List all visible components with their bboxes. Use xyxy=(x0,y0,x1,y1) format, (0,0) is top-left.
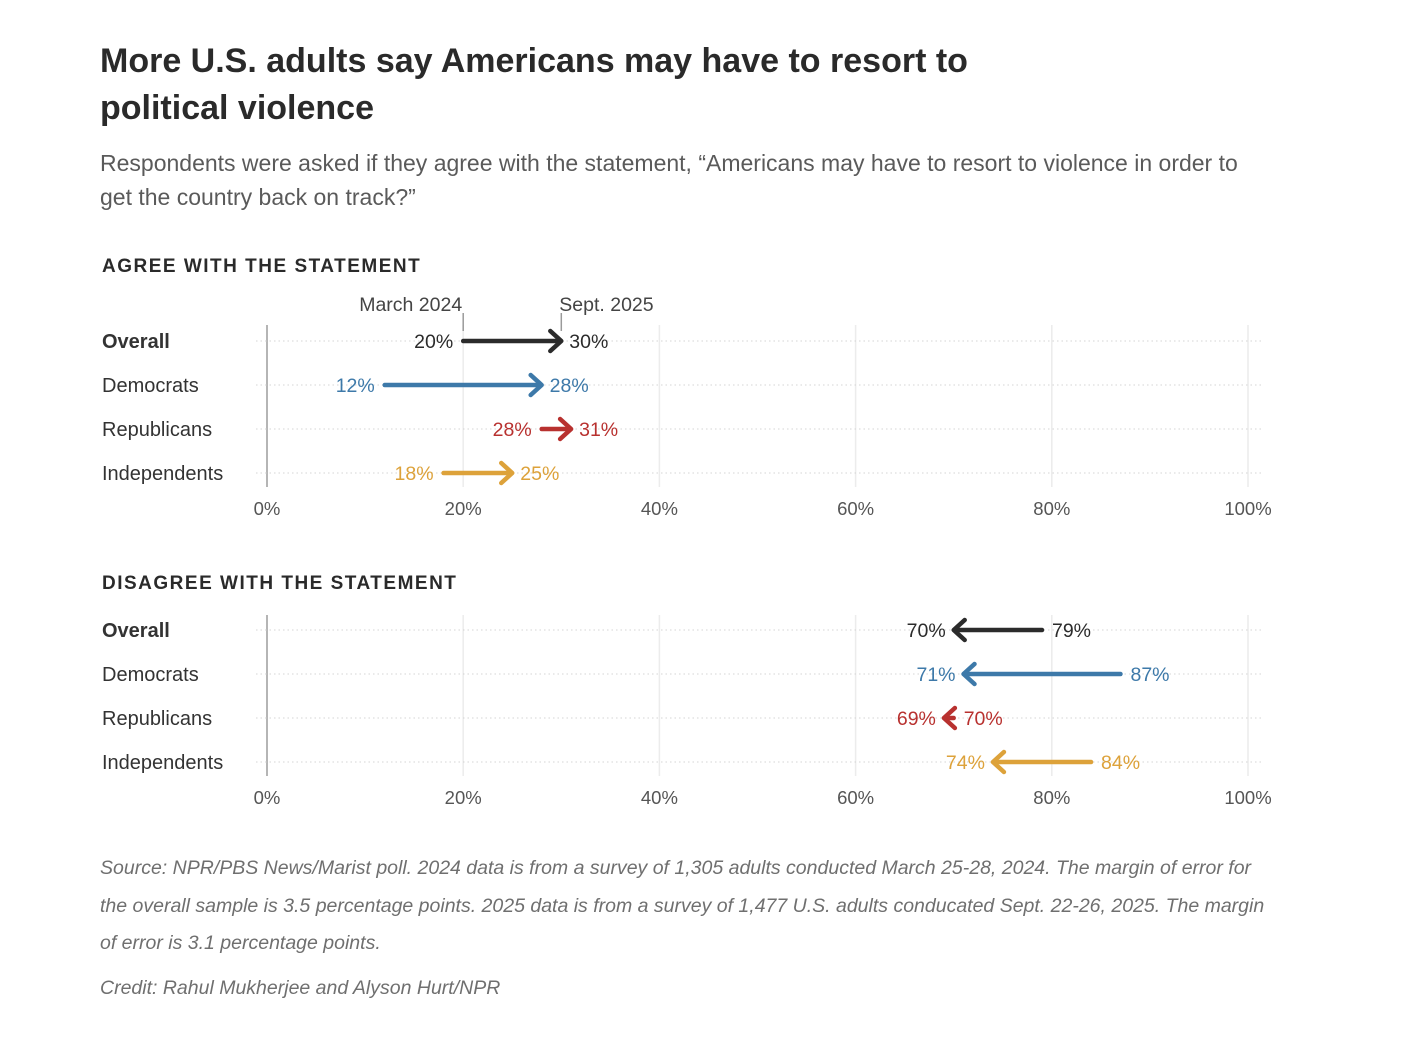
chart-title: More U.S. adults say Americans may have … xyxy=(100,42,968,127)
arrow-head-independents xyxy=(990,749,1007,775)
row-label-independents: Independents xyxy=(102,752,223,774)
value-label-from-republicans: 70% xyxy=(964,708,1003,730)
x-tick-label-40: 40% xyxy=(641,498,678,519)
row-label-republicans: Republicans xyxy=(102,419,212,441)
value-label-to-overall: 30% xyxy=(569,331,608,353)
row-label-overall: Overall xyxy=(102,620,170,642)
arrow-head-republicans xyxy=(941,705,958,731)
x-tick-label-0: 0% xyxy=(254,498,281,519)
arrow-head-democrats xyxy=(528,372,544,398)
x-tick-label-80: 80% xyxy=(1033,498,1070,519)
x-tick-label-60: 60% xyxy=(837,498,874,519)
x-tick-label-20: 20% xyxy=(445,787,482,808)
period-label-to: Sept. 2025 xyxy=(559,294,653,316)
value-label-to-overall: 70% xyxy=(907,620,946,642)
value-label-to-republicans: 69% xyxy=(897,708,936,730)
value-label-to-independents: 74% xyxy=(946,752,985,774)
chart-subtitle: Respondents were asked if they agree wit… xyxy=(100,150,1238,210)
agree-section-title: AGREE WITH THE STATEMENT xyxy=(102,256,422,277)
value-label-from-independents: 84% xyxy=(1101,752,1140,774)
arrow-head-overall xyxy=(548,328,564,354)
arrow-head-overall xyxy=(951,617,967,643)
value-label-from-overall: 20% xyxy=(414,331,453,353)
row-label-republicans: Republicans xyxy=(102,708,212,730)
row-label-democrats: Democrats xyxy=(102,375,199,397)
value-label-to-democrats: 28% xyxy=(550,375,589,397)
x-tick-label-80: 80% xyxy=(1033,787,1070,808)
value-label-from-democrats: 12% xyxy=(336,375,375,397)
value-label-to-democrats: 71% xyxy=(916,664,955,686)
period-label-from: March 2024 xyxy=(359,294,462,316)
x-tick-label-100: 100% xyxy=(1224,787,1271,808)
agree-chart: 0% 20% 40% 60% 80% 100% March 2024 Sept. 2025 Ov… xyxy=(102,294,1272,519)
value-label-from-republicans: 28% xyxy=(493,419,532,441)
row-label-democrats: Democrats xyxy=(102,664,199,686)
row-label-independents: Independents xyxy=(102,463,223,485)
row-label-overall: Overall xyxy=(102,331,170,353)
x-tick-label-40: 40% xyxy=(641,787,678,808)
value-label-from-independents: 18% xyxy=(395,463,434,485)
value-label-to-independents: 25% xyxy=(520,463,559,485)
credit-note: Credit: Rahul Mukherjee and Alyson Hurt/… xyxy=(100,977,501,999)
arrow-head-republicans xyxy=(557,416,574,442)
value-label-to-republicans: 31% xyxy=(579,419,618,441)
arrow-head-democrats xyxy=(961,661,977,687)
x-tick-label-0: 0% xyxy=(254,787,281,808)
disagree-chart: 0% 20% 40% 60% 80% 100% Overall 79% 70% Democrats… xyxy=(102,615,1272,808)
arrow-head-independents xyxy=(499,460,515,486)
x-tick-label-60: 60% xyxy=(837,787,874,808)
value-label-from-overall: 79% xyxy=(1052,620,1091,642)
source-note: Source: NPR/PBS News/Marist poll. 2024 d… xyxy=(100,857,1265,954)
value-label-from-democrats: 87% xyxy=(1130,664,1169,686)
disagree-section-title: DISAGREE WITH THE STATEMENT xyxy=(102,573,458,594)
x-tick-label-100: 100% xyxy=(1224,498,1271,519)
x-tick-label-20: 20% xyxy=(445,498,482,519)
